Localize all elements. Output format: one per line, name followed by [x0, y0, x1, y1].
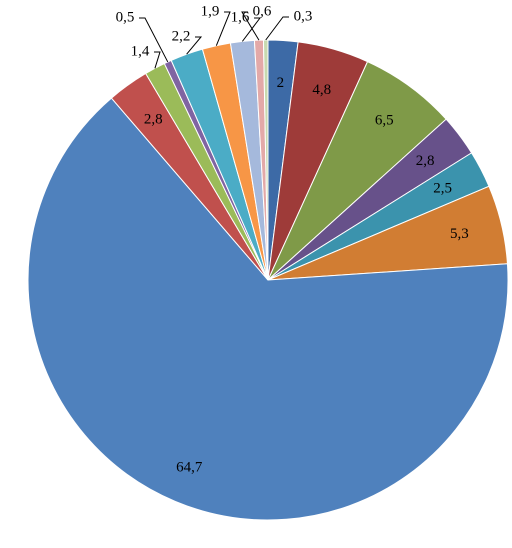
data-label: 2,2: [172, 28, 191, 44]
data-label: 64,7: [176, 460, 203, 476]
data-label: 2,8: [144, 112, 163, 128]
data-label: 0,3: [294, 8, 313, 24]
data-label: 2: [277, 75, 285, 91]
leader-line: [186, 36, 203, 55]
leader-line: [241, 17, 262, 42]
leader-line: [154, 51, 161, 69]
data-label: 2,8: [416, 153, 435, 169]
leader-line: [139, 17, 169, 63]
data-label: 0,6: [253, 3, 272, 19]
leader-line: [215, 11, 231, 46]
data-label: 2,5: [433, 181, 452, 197]
data-label: 1,9: [201, 3, 220, 19]
data-label: 4,8: [312, 82, 331, 98]
data-label: 1,4: [131, 43, 150, 59]
leader-line: [241, 11, 260, 41]
data-label: 1,6: [231, 9, 250, 25]
data-label: 6,5: [375, 113, 394, 129]
data-label: 0,5: [116, 9, 135, 25]
pie-slice: [27, 97, 509, 521]
leader-line: [265, 16, 289, 41]
data-label: 5,3: [450, 226, 469, 242]
